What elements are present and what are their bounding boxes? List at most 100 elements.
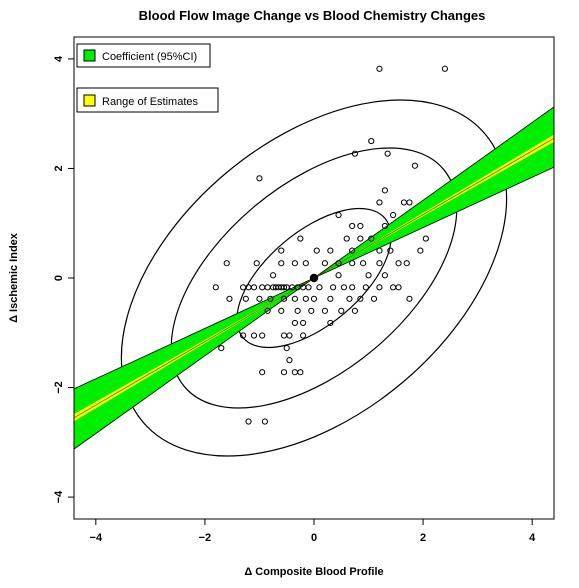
data-point: [291, 319, 299, 327]
data-point: [370, 295, 378, 302]
data-point: [280, 284, 288, 291]
data-point: [340, 284, 348, 291]
data-point: [365, 272, 372, 279]
data-point: [403, 260, 410, 267]
data-point: [302, 260, 309, 267]
data-point: [387, 247, 394, 254]
data-point: [253, 260, 260, 267]
data-point: [417, 247, 424, 254]
data-point: [381, 187, 389, 194]
data-point: [239, 332, 247, 339]
data-point: [286, 357, 293, 364]
data-point: [269, 272, 277, 279]
legend-label-range: Range of Estimates: [102, 96, 198, 108]
data-point: [280, 332, 288, 339]
range-band-left: [74, 278, 314, 422]
data-point: [242, 295, 249, 302]
data-point: [376, 260, 383, 267]
x-tick-label: −2: [199, 532, 212, 544]
data-point: [389, 284, 397, 291]
data-point: [261, 418, 269, 425]
data-point: [368, 235, 375, 242]
data-point: [316, 284, 323, 291]
legend-swatch-green: [83, 49, 96, 62]
legend-swatch-yellow: [83, 94, 96, 107]
data-point: [218, 345, 225, 352]
data-point: [376, 65, 383, 72]
legend-box-range: [76, 87, 219, 113]
data-point: [395, 260, 402, 267]
data-point: [278, 260, 285, 267]
x-axis: −4 −2 0 2 4: [90, 519, 536, 544]
data-point: [406, 295, 413, 302]
data-point: [376, 247, 383, 254]
data-point: [264, 284, 271, 291]
data-point: [259, 284, 266, 291]
y-tick-label: −4: [53, 490, 65, 503]
data-point: [406, 199, 413, 206]
data-point: [212, 284, 219, 291]
data-point: [351, 307, 359, 314]
contour-ellipse-1: [236, 207, 392, 349]
data-point: [299, 319, 307, 327]
data-point: [349, 247, 356, 254]
data-point: [384, 150, 391, 157]
data-point: [359, 260, 367, 267]
x-axis-label: Δ Composite Blood Profile: [244, 566, 383, 578]
data-point: [395, 284, 402, 291]
data-point: [259, 332, 266, 339]
data-point: [283, 345, 290, 352]
y-tick-label: 4: [53, 55, 65, 62]
data-point: [305, 284, 312, 291]
data-point: [381, 272, 389, 279]
x-tick-label: 0: [311, 532, 317, 544]
data-point: [223, 260, 230, 267]
data-point: [349, 284, 356, 291]
data-point: [357, 235, 364, 242]
chart-title: Blood Flow Image Change vs Blood Chemist…: [139, 8, 486, 23]
data-point: [411, 162, 419, 169]
x-tick-label: 4: [529, 532, 536, 544]
data-point: [280, 295, 288, 302]
data-point: [335, 260, 342, 267]
data-point: [291, 295, 299, 302]
data-point: [338, 307, 345, 314]
y-tick-label: 2: [53, 165, 65, 171]
data-point: [376, 199, 383, 206]
data-point: [294, 307, 301, 314]
data-point: [357, 222, 364, 230]
center-point: [309, 273, 319, 283]
data-point: [321, 260, 329, 267]
data-point: [278, 307, 285, 314]
ci-band-right: [313, 106, 554, 279]
data-point: [335, 211, 342, 219]
y-tick-label: 0: [53, 275, 65, 281]
data-point: [226, 295, 233, 302]
data-point: [351, 150, 359, 157]
data-point: [343, 235, 350, 242]
data-point: [349, 260, 356, 267]
data-point: [256, 295, 263, 302]
data-point: [250, 284, 258, 291]
range-band-right: [314, 134, 554, 278]
data-point: [335, 272, 342, 279]
data-point: [280, 369, 288, 376]
x-tick-label: 2: [420, 532, 426, 544]
data-point: [422, 235, 429, 242]
contour-ellipse-2: [170, 147, 458, 409]
y-axis: −4 −2 0 2 4: [53, 55, 74, 503]
data-point: [329, 284, 337, 291]
legend-label-coefficient: Coefficient (95%CI): [102, 51, 197, 63]
data-point: [381, 222, 389, 230]
x-tick-label: −4: [90, 532, 103, 544]
data-point: [313, 247, 320, 254]
data-point: [400, 199, 408, 206]
data-point: [239, 284, 247, 291]
data-point: [327, 247, 334, 254]
data-point: [327, 319, 334, 327]
data-point: [299, 332, 307, 339]
data-point: [297, 369, 304, 376]
data-point: [291, 260, 299, 267]
data-point: [321, 307, 329, 314]
